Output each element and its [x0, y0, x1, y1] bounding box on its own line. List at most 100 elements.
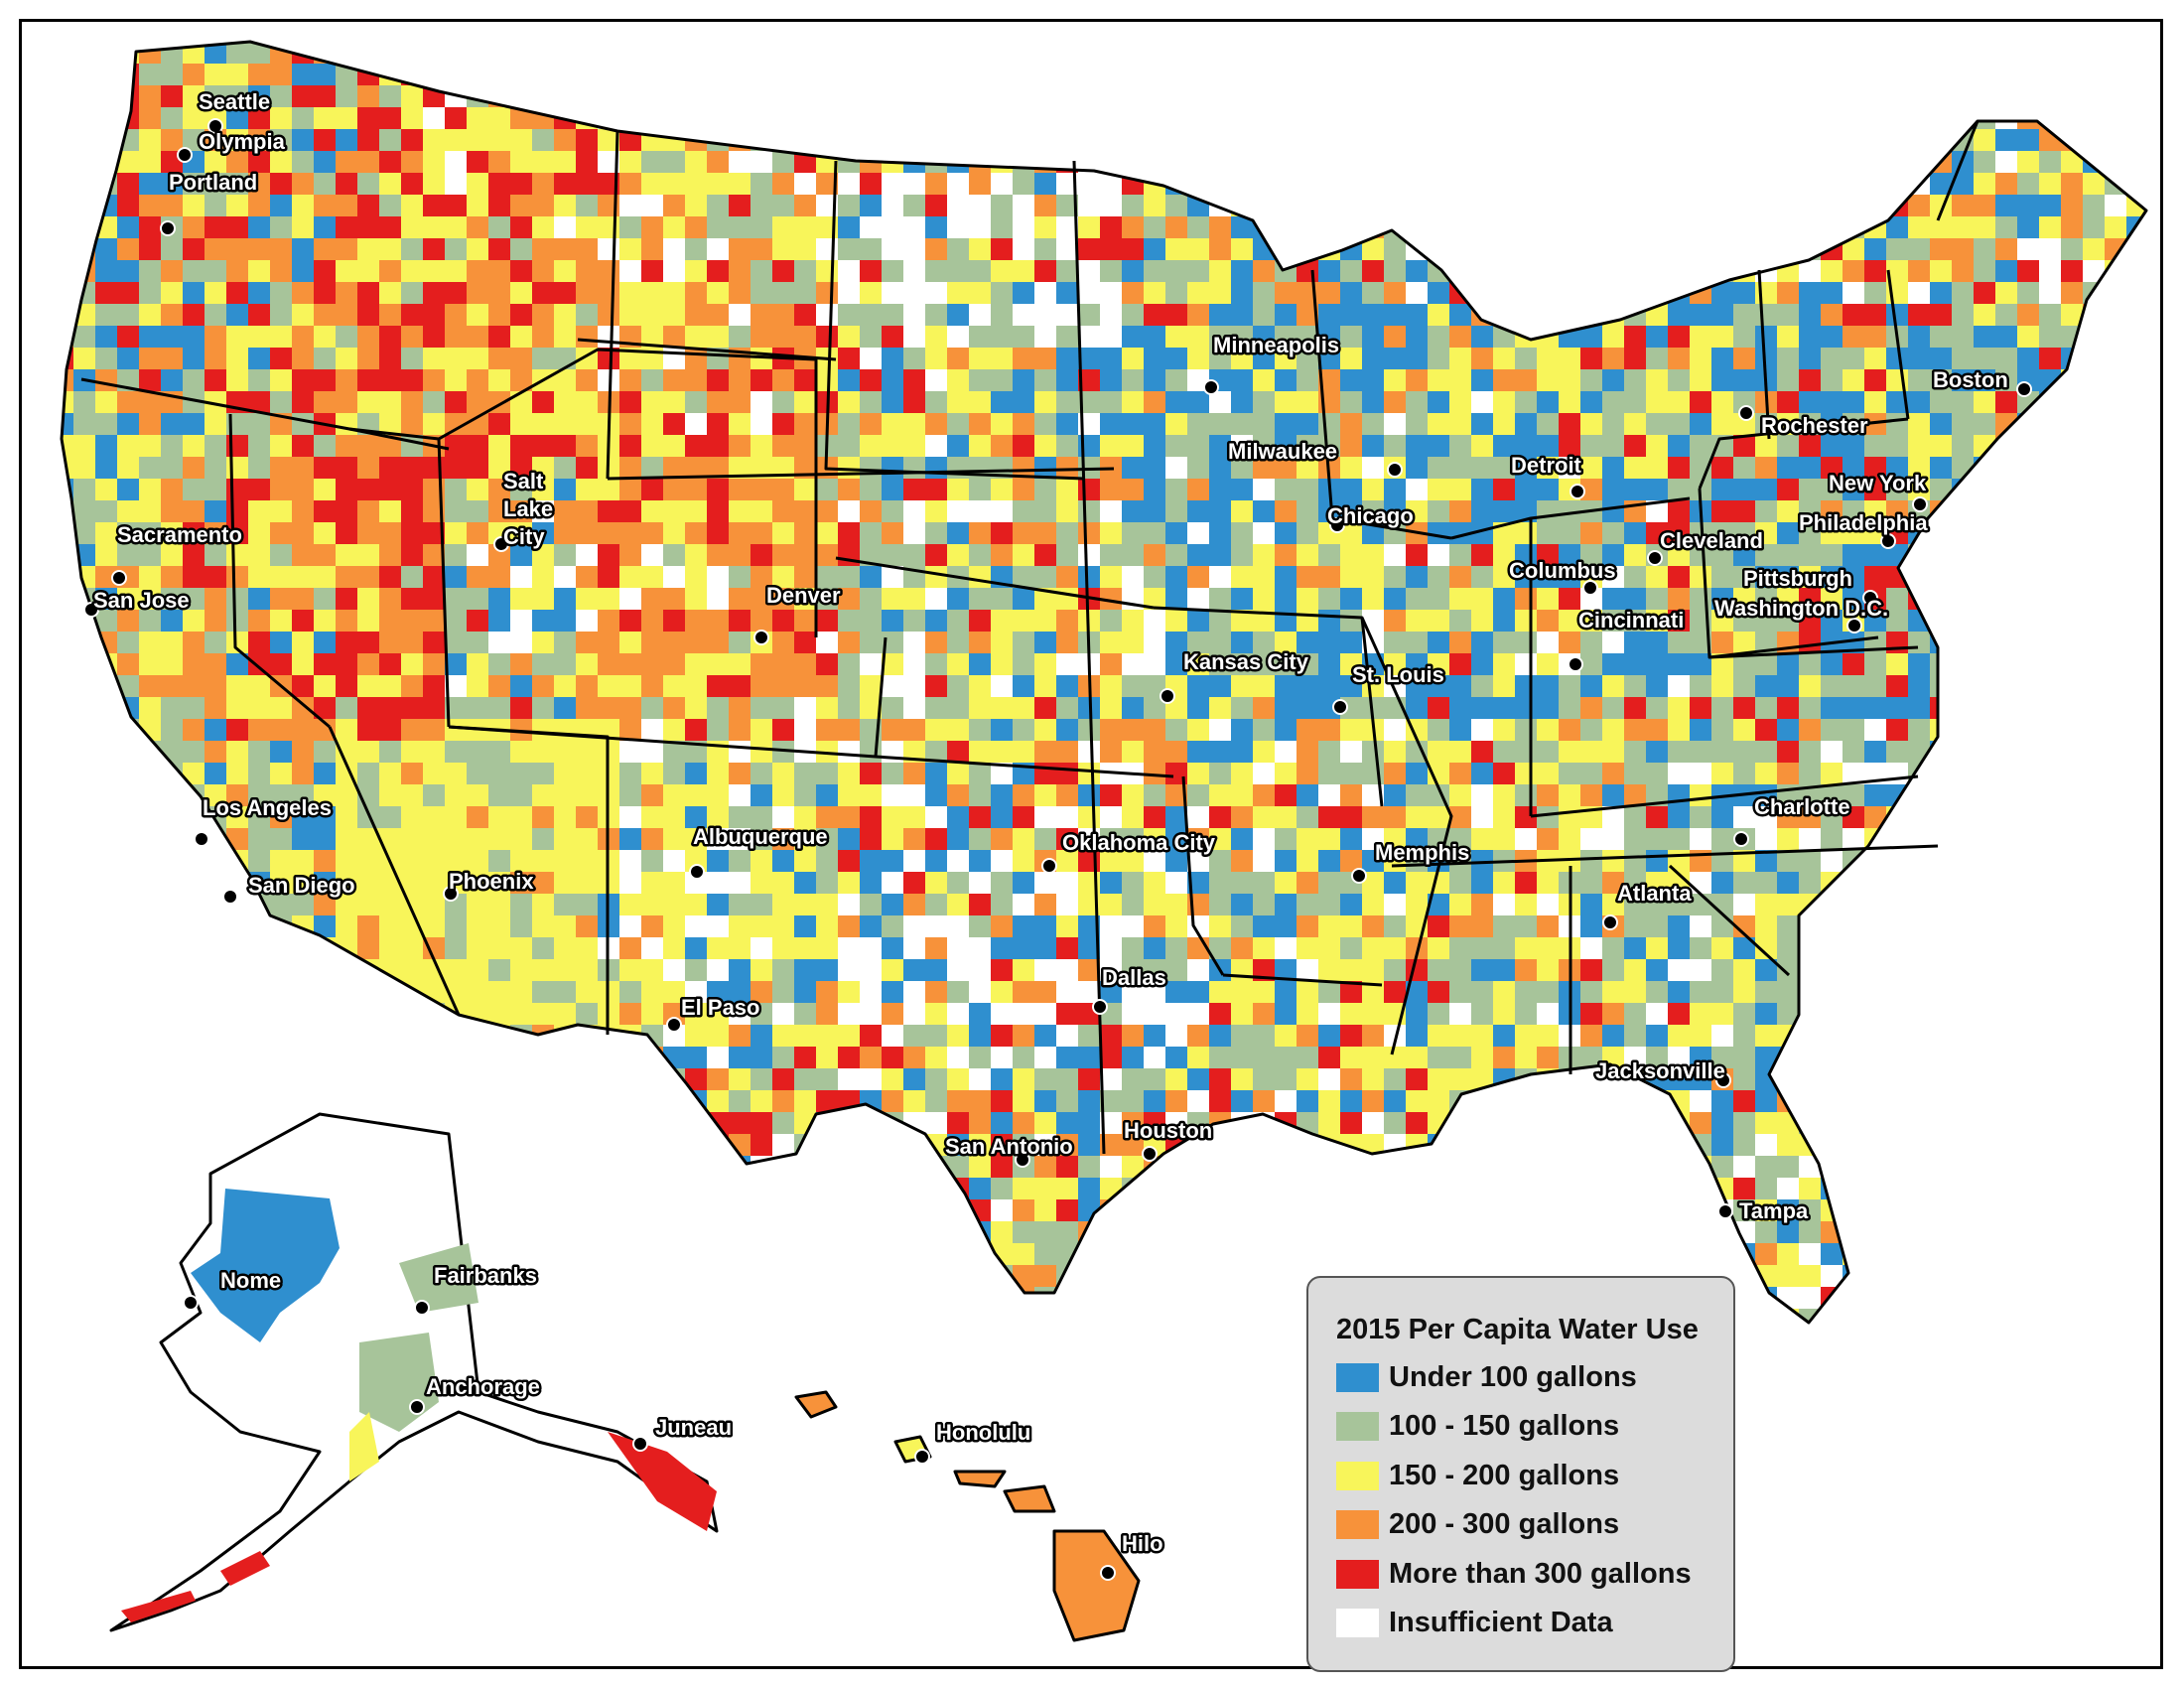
county-cell: [882, 85, 906, 113]
county-cell: [1995, 1134, 2028, 1159]
county-cell: [401, 1068, 426, 1090]
county-cell: [1952, 85, 1974, 111]
county-cell: [2061, 632, 2087, 660]
county-cell: [1537, 304, 1562, 328]
county-cell: [2017, 784, 2049, 818]
county-cell: [1974, 719, 2002, 741]
county-cell: [226, 1068, 254, 1102]
county-cell: [1537, 1134, 1560, 1162]
county-cell: [1930, 42, 1954, 65]
county-cell: [2017, 457, 2044, 479]
county-cell: [1908, 915, 1941, 949]
county-cell: [1886, 151, 1910, 185]
county-cell: [1297, 107, 1325, 141]
county-cell: [401, 959, 425, 981]
county-cell: [751, 107, 783, 132]
county-cell: [663, 1134, 688, 1169]
county-cell: [510, 1134, 544, 1161]
county-cell: [1711, 1090, 1735, 1113]
county-cell: [139, 151, 163, 174]
county-cell: [1515, 304, 1545, 326]
county-cell: [2061, 64, 2092, 97]
county-cell: [729, 107, 751, 132]
county-cell: [445, 566, 467, 589]
county-cell: [2017, 1112, 2051, 1145]
county-cell: [1930, 763, 1960, 794]
county-cell: [336, 1003, 357, 1036]
county-cell: [270, 238, 293, 265]
county-cell: [1646, 1134, 1672, 1168]
county-cell: [1580, 784, 1602, 807]
county-cell: [532, 1090, 562, 1115]
county-cell: [1493, 959, 1516, 984]
county-cell: [1908, 42, 1941, 69]
county-cell: [1515, 216, 1541, 246]
county-cell: [1100, 42, 1130, 67]
county-cell: [1733, 129, 1766, 153]
county-cell: [2105, 1025, 2137, 1057]
county-cell: [1821, 1025, 1850, 1055]
county-cell: [1995, 653, 2026, 679]
county-cell: [2017, 435, 2043, 470]
county-cell: [161, 1090, 193, 1122]
county-cell: [751, 872, 775, 895]
county-cell: [1034, 42, 1062, 69]
county-cell: [2126, 238, 2146, 263]
county-cell: [2061, 850, 2088, 881]
county-cell: [576, 1156, 603, 1178]
county-cell: [117, 784, 152, 808]
county-cell: [1711, 129, 1741, 164]
county-cell: [619, 85, 654, 109]
county-cell: [1995, 1025, 2018, 1048]
county-cell: [1821, 1003, 1846, 1034]
county-cell: [991, 85, 1024, 107]
county-cell: [554, 173, 583, 196]
county-cell: [619, 42, 649, 70]
county-cell: [2017, 741, 2041, 775]
county-cell: [1995, 784, 2028, 806]
county-cell: [860, 1134, 891, 1163]
county-cell: [1537, 64, 1568, 89]
county-cell: [2061, 981, 2088, 1006]
county-cell: [1974, 784, 1998, 815]
county-cell: [903, 85, 931, 112]
county-cell: [1406, 216, 1431, 246]
county-cell: [2105, 107, 2128, 131]
county-cell: [1428, 129, 1454, 151]
county-cell: [707, 588, 732, 611]
county-cell: [641, 1134, 664, 1168]
county-cell: [2017, 64, 2039, 86]
county-cell: [554, 1112, 583, 1147]
county-cell: [1777, 238, 1809, 260]
county-cell: [1821, 173, 1849, 206]
county-cell: [95, 981, 129, 1005]
county-cell: [1886, 1134, 1912, 1161]
county-cell: [882, 129, 906, 155]
county-cell: [1864, 42, 1889, 71]
county-cell: [2126, 107, 2146, 129]
county-cell: [2061, 566, 2089, 601]
county-cell: [2148, 872, 2160, 895]
county-cell: [1297, 129, 1318, 161]
county-cell: [1995, 763, 2029, 790]
county-cell: [1275, 1003, 1297, 1028]
county-cell: [707, 107, 737, 138]
county-cell: [1952, 915, 1983, 942]
county-cell: [1952, 675, 1982, 700]
county-cell: [2061, 544, 2084, 574]
county-cell: [1755, 1025, 1779, 1047]
county-cell: [1471, 195, 1506, 218]
county-cell: [1122, 610, 1146, 633]
county-cell: [2148, 151, 2160, 177]
county-cell: [2017, 806, 2051, 841]
county-cell: [2105, 304, 2132, 334]
county-cell: [598, 1090, 629, 1119]
county-cell: [467, 544, 491, 567]
county-cell: [969, 1047, 991, 1069]
county-cell: [2126, 763, 2146, 786]
county-cell: [95, 1156, 129, 1182]
county-cell: [336, 42, 361, 68]
county-cell: [205, 1134, 226, 1164]
county-cell: [1733, 64, 1763, 85]
county-cell: [226, 915, 260, 943]
